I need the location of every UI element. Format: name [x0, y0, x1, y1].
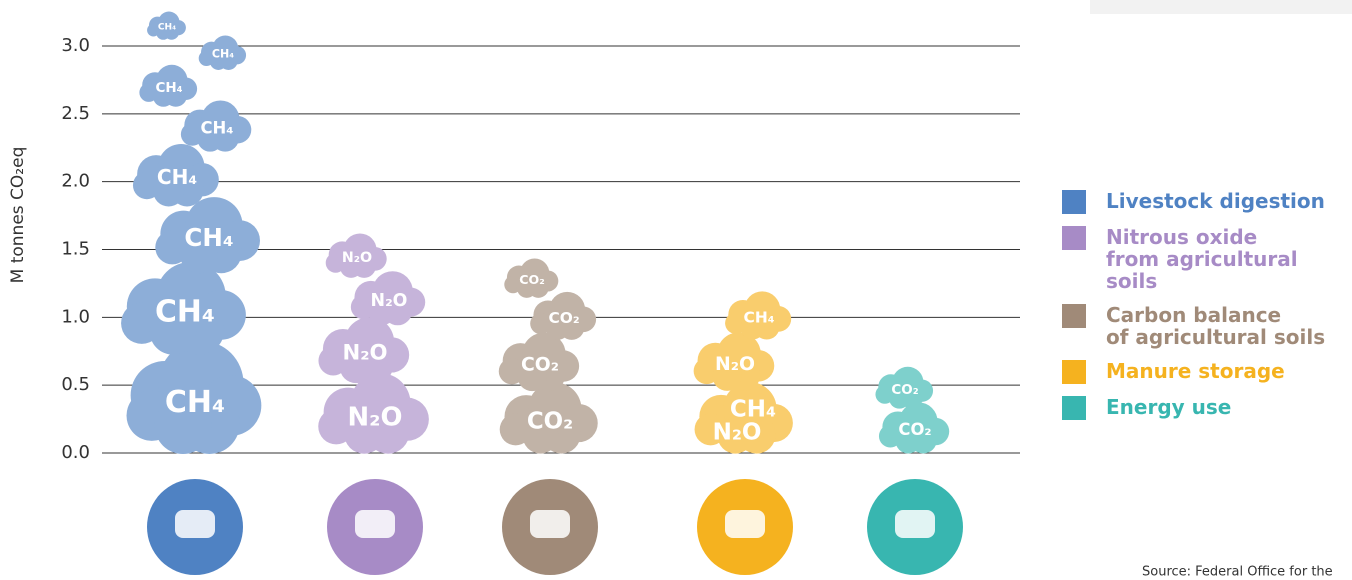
cloud-label: N₂O	[348, 402, 403, 432]
cloud-part	[517, 361, 547, 392]
cloud-part	[740, 315, 765, 340]
legend-label: Energy use	[1106, 395, 1232, 419]
y-tick-label: 1.0	[61, 306, 90, 327]
source: Source: Federal Office for the	[1142, 565, 1333, 580]
icon-glyph	[725, 510, 765, 538]
cloud-label: CH₄	[212, 48, 234, 61]
cloud-part	[895, 427, 921, 454]
cloud-label: CH₄	[155, 80, 182, 96]
cloud-part	[339, 350, 373, 384]
y-tick-label: 2.0	[61, 171, 90, 192]
y-axis-label: M tonnes CO₂eq	[8, 147, 28, 284]
cloud-column: N₂O N₂O N₂O N₂O	[318, 233, 429, 454]
legend-item: Livestock digestion	[1062, 190, 1352, 214]
cloud-part	[516, 278, 537, 298]
cloud-part	[344, 413, 385, 454]
legend-item: Nitrous oxide from agricultural soils	[1062, 226, 1352, 292]
cloud-part	[149, 308, 197, 355]
cloud-label: N₂O	[342, 250, 372, 266]
cloud-part	[179, 235, 218, 274]
cloud-part	[152, 85, 174, 107]
cloud-label: CH₄	[157, 165, 197, 189]
cloud-label: CH₄	[165, 385, 225, 420]
cloud-part	[888, 387, 910, 409]
legend-item: Energy use	[1062, 396, 1352, 420]
legend: Livestock digestion Nitrous oxide from ag…	[1062, 190, 1352, 432]
cloud-label: N₂O	[342, 340, 387, 365]
legend-swatch	[1062, 396, 1086, 420]
y-tick-label: 0.0	[61, 442, 90, 463]
cloud-part	[368, 298, 396, 326]
cloud-label: CH₄	[184, 223, 233, 252]
y-tick-label: 2.5	[61, 103, 90, 124]
legend-swatch	[1062, 190, 1086, 214]
cloud-part	[545, 315, 570, 340]
cloud-label: CH₄	[730, 397, 776, 423]
cloud-label: CO₂	[519, 272, 545, 287]
cloud-part	[153, 175, 185, 207]
cloud-label: N₂O	[371, 291, 408, 311]
cloud-column: CO₂ CO₂	[875, 366, 950, 454]
cloud-part	[339, 255, 363, 278]
legend-label: Nitrous oxide from agricultural soils	[1106, 225, 1298, 293]
cloud-label: N₂O	[715, 354, 755, 375]
cloud-label: CO₂	[521, 355, 559, 376]
cloud-part	[156, 25, 171, 40]
cloud-label: CO₂	[891, 383, 918, 398]
cloud-part	[522, 417, 559, 454]
cloud-label: CO₂	[548, 309, 579, 327]
legend-item: Manure storage	[1062, 360, 1352, 384]
legend-item: Carbon balance of agricultural soils	[1062, 304, 1352, 348]
cloud-label: CO₂	[898, 420, 931, 439]
y-tick-label: 1.5	[61, 239, 90, 260]
cloud-label: CH₄	[743, 309, 774, 327]
cloud-label: CH₄	[200, 118, 233, 137]
icon-glyph	[530, 510, 570, 538]
cloud-part	[712, 361, 742, 391]
legend-label: Manure storage	[1106, 359, 1285, 383]
legend-swatch	[1062, 360, 1086, 384]
icon-glyph	[895, 510, 935, 538]
panel-edge	[1090, 0, 1352, 14]
legend-swatch	[1062, 304, 1086, 328]
cloud-label: CH₄	[158, 23, 176, 33]
cloud-column: CH₄ CH₄ CH₄ CH₄ CH₄ CH₄ CH₄ CH₄	[121, 11, 262, 454]
y-tick-label: 3.0	[61, 35, 90, 56]
cloud-label: N₂O	[713, 420, 762, 446]
legend-label: Livestock digestion	[1106, 189, 1325, 213]
legend-swatch	[1062, 226, 1086, 250]
cloud-part	[209, 52, 227, 70]
cloud-part	[154, 397, 212, 454]
legend-label: Carbon balance of agricultural soils	[1106, 303, 1326, 349]
icon-glyph	[355, 510, 395, 538]
icon-glyph	[175, 510, 215, 538]
y-tick-label: 0.5	[61, 374, 90, 395]
cloud-label: CH₄	[155, 295, 215, 330]
cloud-part	[717, 417, 754, 454]
cloud-part	[197, 126, 223, 152]
cloud-label: CO₂	[527, 408, 573, 434]
cloud-column: CO₂ CO₂ CO₂ CO₂	[498, 258, 598, 454]
